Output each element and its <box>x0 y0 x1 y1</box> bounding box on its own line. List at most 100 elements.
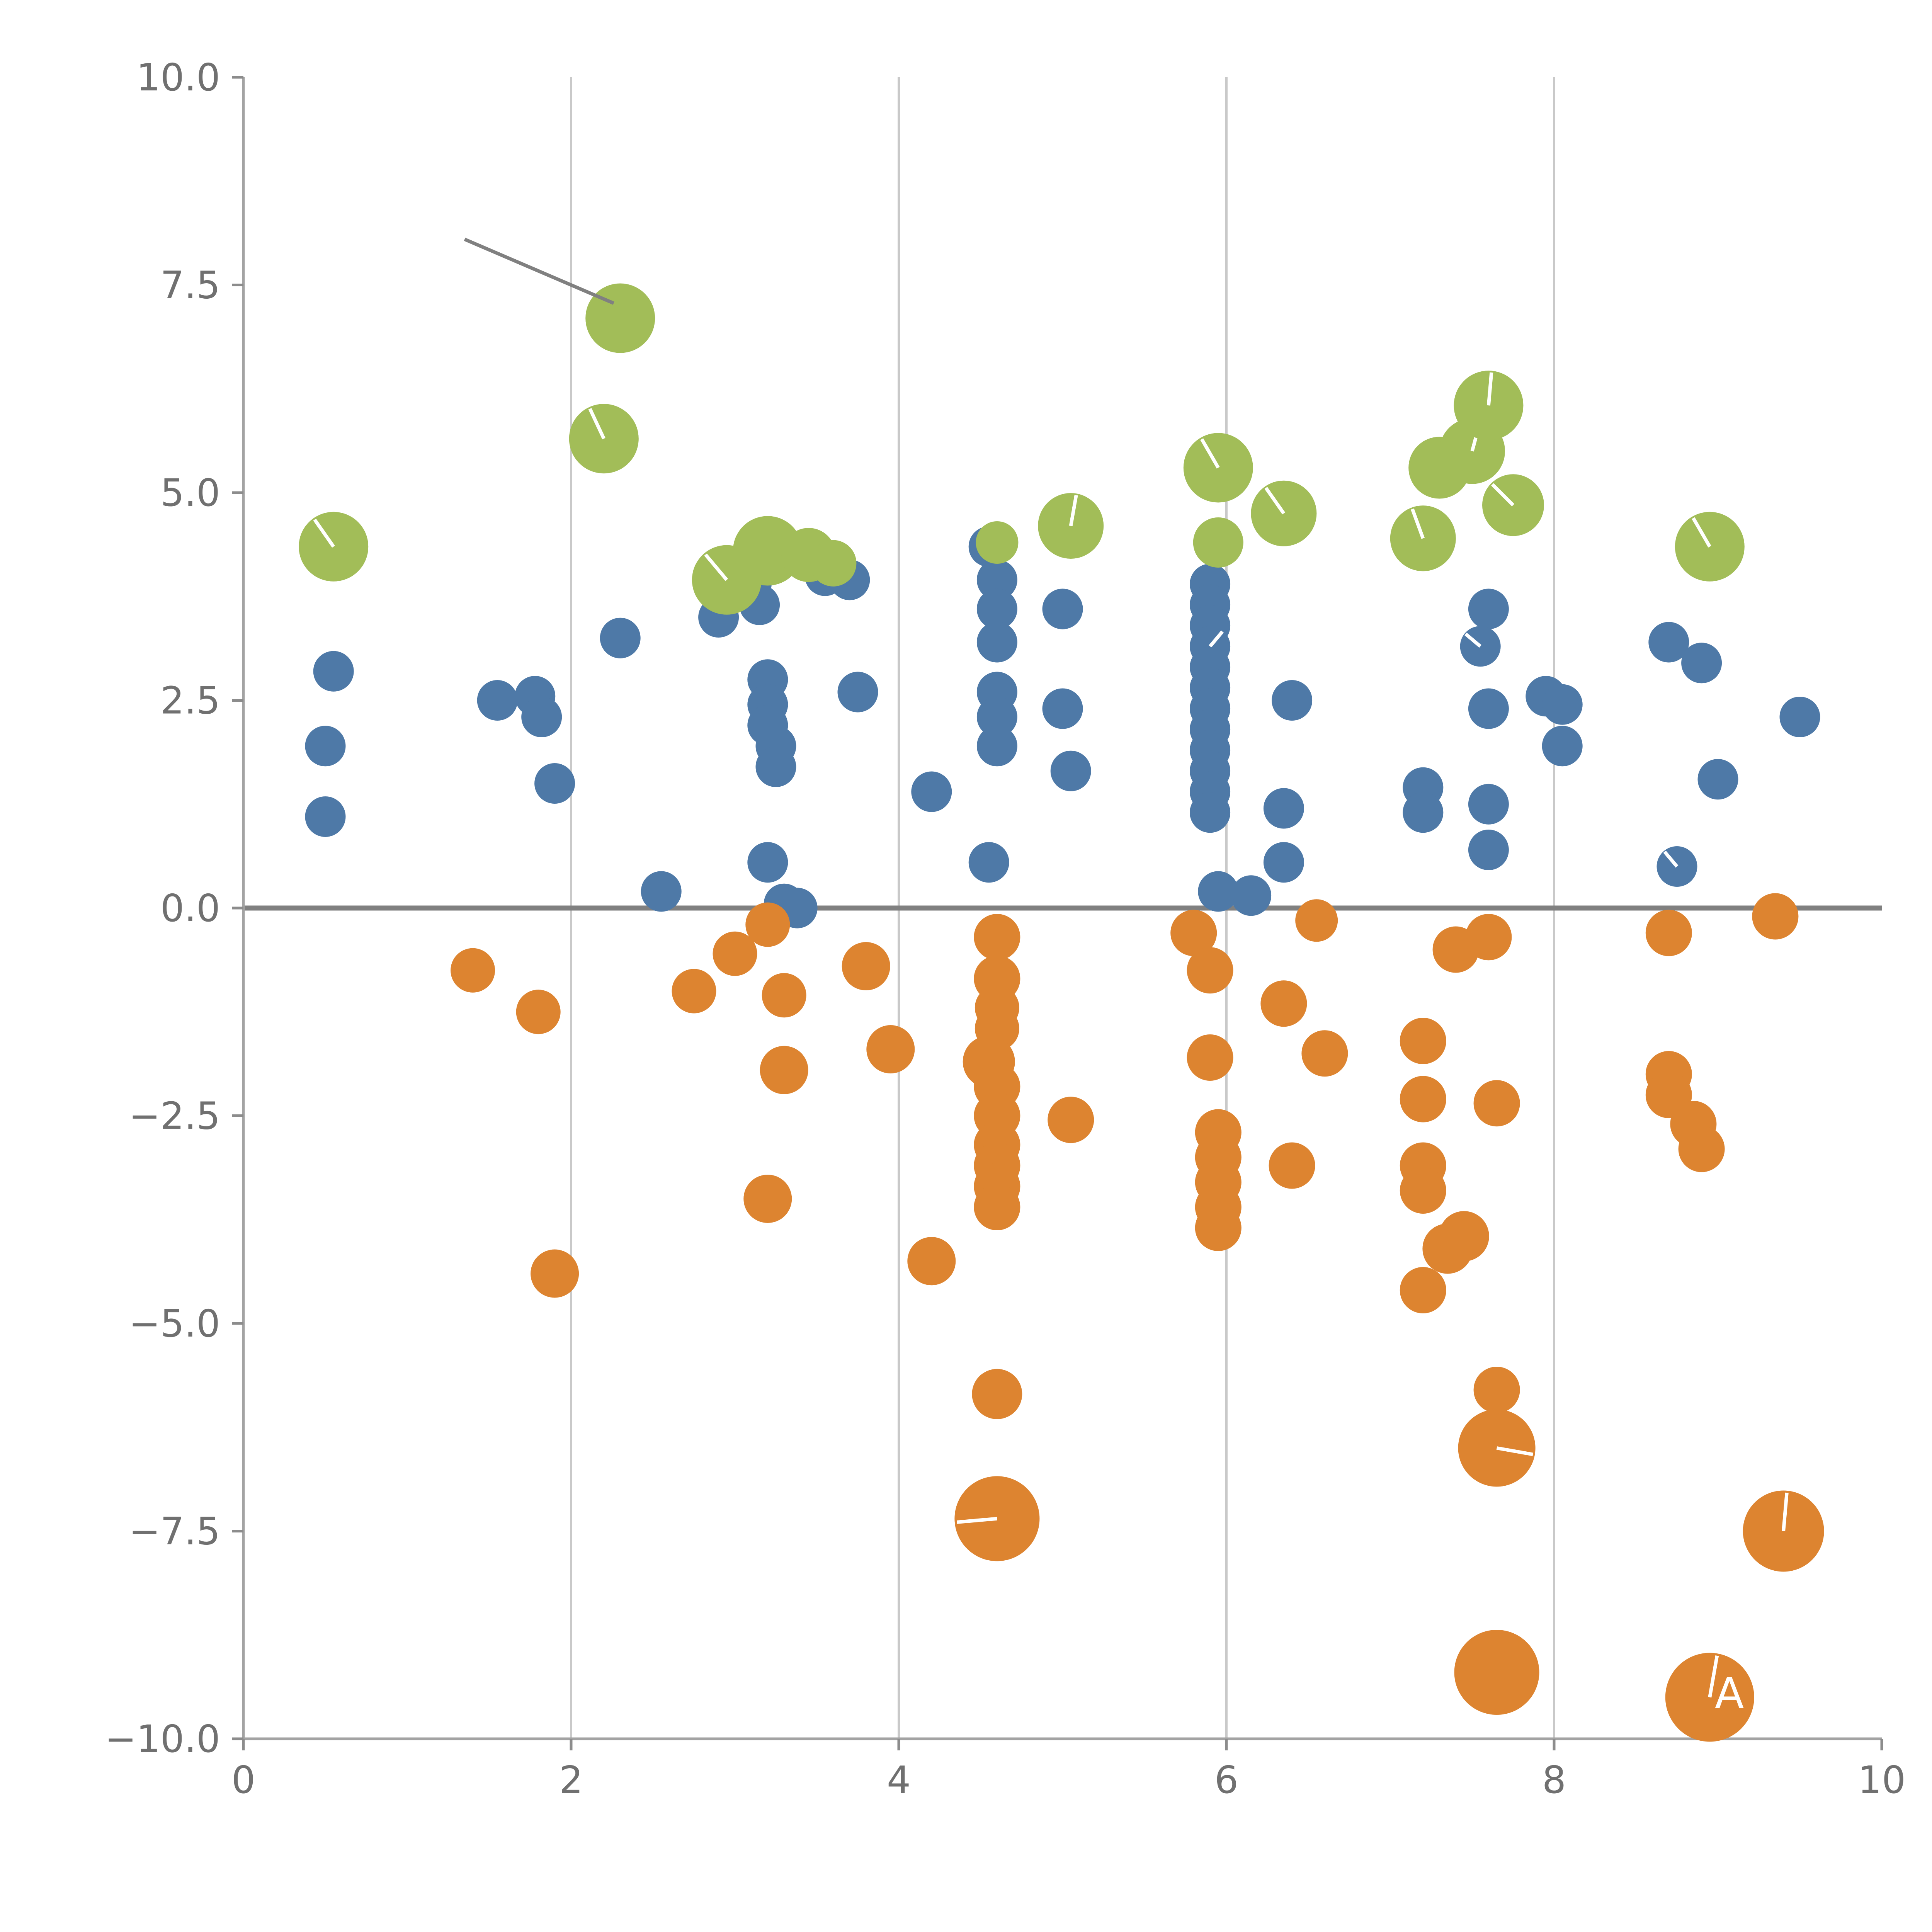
marker-tick <box>956 1517 997 1524</box>
data-point-series-orange <box>842 942 890 990</box>
data-point-series-blue <box>313 651 354 692</box>
data-point-series-blue <box>1542 726 1583 767</box>
x-tick-label: 6 <box>1214 1758 1238 1802</box>
marker-tick <box>1491 483 1515 507</box>
data-point-series-blue <box>976 560 1017 600</box>
x-tick-label: 10 <box>1858 1758 1906 1802</box>
marker-tick <box>1209 630 1224 648</box>
data-point-series-blue <box>976 588 1017 629</box>
data-point-series-orange <box>1170 910 1217 956</box>
data-point-series-orange <box>1400 1167 1446 1214</box>
data-point-series-orange <box>451 948 495 993</box>
data-point-series-blue <box>1263 788 1304 829</box>
x-tick-label: 4 <box>887 1758 911 1802</box>
data-point-series-blue <box>1468 784 1509 825</box>
y-tick-label: 0.0 <box>160 886 220 930</box>
marker-tick <box>1200 438 1220 469</box>
y-tick-label: −2.5 <box>129 1094 220 1138</box>
data-point-series-orange <box>1454 1630 1539 1715</box>
data-point-series-blue <box>976 697 1017 737</box>
y-tick-label: 5.0 <box>160 471 220 515</box>
y-tick-label: 2.5 <box>160 679 220 723</box>
data-point-series-orange <box>713 931 757 976</box>
data-point-series-blue <box>305 726 346 767</box>
marker-tick <box>1692 517 1711 548</box>
data-point-series-green <box>1675 512 1745 582</box>
marker-tick <box>1782 1492 1789 1531</box>
data-point-series-blue <box>1779 697 1820 737</box>
data-point-series-orange <box>972 1369 1022 1419</box>
data-point-series-blue <box>305 796 346 837</box>
data-point-series-blue <box>1050 750 1091 791</box>
data-point-series-blue <box>1403 792 1444 833</box>
annotation-label: A <box>1715 1668 1744 1718</box>
data-point-series-orange <box>1195 1204 1242 1251</box>
data-point-series-orange <box>762 973 806 1018</box>
marker-tick <box>1264 487 1286 515</box>
y-tick-label: −7.5 <box>129 1509 220 1553</box>
data-point-series-blue <box>534 763 575 804</box>
marker-tick <box>1486 372 1493 406</box>
data-point-series-orange <box>516 990 561 1034</box>
data-point-series-blue <box>477 680 518 721</box>
data-point-series-green <box>810 540 857 587</box>
data-point-series-orange <box>1400 1267 1446 1313</box>
marker-tick <box>1464 633 1482 648</box>
data-point-series-blue <box>1231 875 1272 916</box>
data-point-series-orange <box>1187 947 1233 994</box>
data-point-series-orange <box>1678 1126 1725 1172</box>
y-tick-label: 7.5 <box>160 263 220 307</box>
data-point-series-blue <box>521 697 562 737</box>
data-point-series-orange <box>1473 1367 1520 1413</box>
data-point-series-orange <box>743 1175 792 1223</box>
data-point-series-orange <box>531 1249 579 1298</box>
data-point-series-orange <box>1473 1080 1520 1127</box>
marker-tick <box>704 553 728 581</box>
data-point-series-blue <box>1542 684 1583 725</box>
data-point-series-blue <box>968 842 1009 883</box>
data-point-series-blue <box>1042 688 1083 729</box>
data-point-series-orange <box>1752 893 1799 940</box>
data-point-series-blue <box>1263 842 1304 883</box>
data-point-series-blue <box>1468 688 1509 729</box>
x-tick-label: 2 <box>559 1758 583 1802</box>
data-point-series-orange <box>1187 1034 1233 1081</box>
x-tick-label: 0 <box>231 1758 255 1802</box>
marker-tick <box>1708 1655 1719 1698</box>
data-point-series-orange <box>974 914 1020 961</box>
data-point-series-orange <box>907 1237 956 1286</box>
data-point-series-blue <box>1468 830 1509 870</box>
data-point-series-blue <box>641 871 682 912</box>
data-point-series-orange <box>1645 910 1692 956</box>
data-point-series-orange <box>1439 1211 1489 1262</box>
data-point-series-blue <box>1190 792 1231 833</box>
data-point-series-blue <box>1681 643 1722 684</box>
x-tick-label: 8 <box>1542 1758 1566 1802</box>
data-point-series-orange <box>1465 914 1512 961</box>
data-point-series-blue <box>837 672 878 713</box>
data-point-series-blue <box>1272 680 1313 721</box>
data-point-series-blue <box>976 726 1017 767</box>
data-point-series-orange <box>760 1046 808 1094</box>
data-point-series-blue <box>755 747 796 787</box>
data-point-series-blue <box>1697 759 1738 800</box>
data-point-series-orange <box>1301 1030 1348 1077</box>
y-tick-label: −5.0 <box>129 1301 220 1345</box>
y-tick-label: 10.0 <box>136 55 220 99</box>
data-point-series-green <box>976 521 1019 564</box>
data-point-series-orange <box>672 969 716 1014</box>
marker-tick <box>588 408 605 440</box>
data-point-series-blue <box>1648 622 1689 663</box>
marker-tick <box>1663 850 1679 868</box>
data-point-series-orange <box>745 902 790 947</box>
data-point-series-blue <box>911 771 952 812</box>
data-point-series-blue <box>1468 588 1509 629</box>
y-tick-label: −10.0 <box>105 1717 220 1761</box>
annotation-pointer-line <box>464 238 615 305</box>
data-point-series-orange <box>1400 1018 1446 1064</box>
data-point-series-blue <box>1198 871 1239 912</box>
data-point-series-blue <box>1042 588 1083 629</box>
data-point-series-blue <box>600 617 641 658</box>
